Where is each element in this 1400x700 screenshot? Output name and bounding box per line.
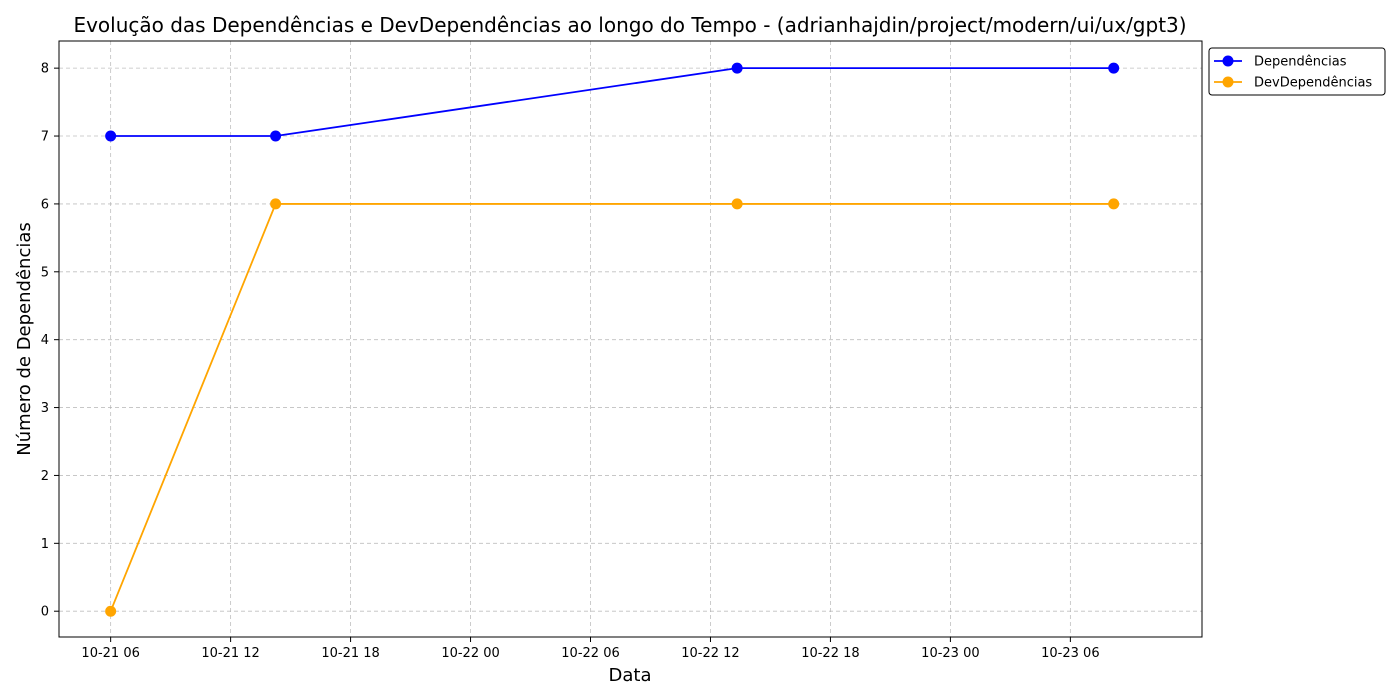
chart-title: Evolução das Dependências e DevDependênc… xyxy=(73,13,1186,37)
x-tick-label: 10-22 06 xyxy=(561,646,619,661)
series-point-1 xyxy=(105,605,117,617)
x-axis-label: Data xyxy=(609,665,652,686)
y-tick-label: 3 xyxy=(41,401,49,416)
series-line-0 xyxy=(110,67,1114,137)
series-layer xyxy=(105,62,1120,617)
legend-label: DevDependências xyxy=(1254,76,1372,91)
y-tick-label: 7 xyxy=(41,130,49,145)
y-axis: 0 1 2 3 4 5 6 7 8 xyxy=(41,62,59,620)
x-tick-label: 10-22 12 xyxy=(681,646,739,661)
y-tick-label: 2 xyxy=(41,469,49,484)
x-tick-label: 10-22 00 xyxy=(441,646,499,661)
y-tick-label: 0 xyxy=(41,605,49,620)
y-tick-label: 8 xyxy=(41,62,49,77)
legend-marker xyxy=(1222,76,1234,88)
series-point-1 xyxy=(270,198,282,210)
series-line-1 xyxy=(109,203,1114,612)
series-point-0 xyxy=(270,130,282,142)
legend-marker xyxy=(1222,55,1234,67)
y-tick-label: 5 xyxy=(41,265,49,280)
series-point-0 xyxy=(105,130,117,142)
x-tick-label: 10-23 00 xyxy=(921,646,979,661)
series-point-1 xyxy=(1108,198,1120,210)
y-axis-label: Número de Dependências xyxy=(14,222,35,456)
grid xyxy=(59,41,1202,637)
legend-box xyxy=(1208,47,1386,96)
x-tick-label: 10-21 12 xyxy=(201,646,259,661)
legend-label: Dependências xyxy=(1254,55,1347,70)
y-tick-label: 6 xyxy=(41,197,49,212)
series-point-0 xyxy=(731,62,743,74)
x-tick-label: 10-21 06 xyxy=(81,646,139,661)
x-axis: 10-21 06 10-21 12 10-21 18 10-22 00 10-22 06… xyxy=(81,637,1100,661)
series-point-0 xyxy=(1108,62,1120,74)
y-tick-label: 1 xyxy=(41,537,49,552)
x-tick-label: 10-22 18 xyxy=(801,646,859,661)
legend: Dependências DevDependências xyxy=(1208,47,1386,96)
series-point-1 xyxy=(731,198,743,210)
y-tick-label: 4 xyxy=(41,333,49,348)
x-tick-label: 10-21 18 xyxy=(321,646,379,661)
plot-frame xyxy=(58,40,1203,638)
x-tick-label: 10-23 06 xyxy=(1041,646,1099,661)
